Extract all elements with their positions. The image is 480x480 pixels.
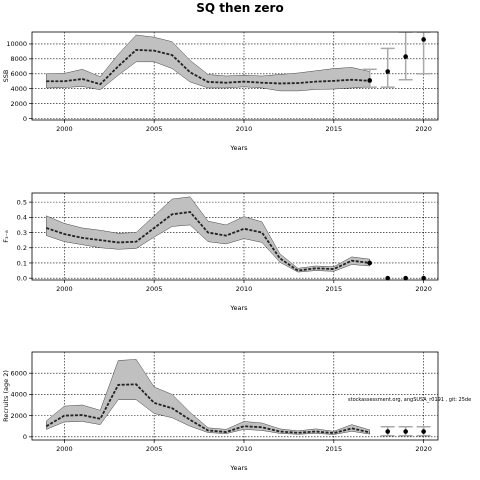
x-tick-label: 2000 <box>56 445 73 453</box>
axes-frame <box>31 351 439 441</box>
projection-point <box>421 37 426 42</box>
x-tick-label: 2020 <box>415 125 432 133</box>
y-tick-label: 10000 <box>6 40 27 48</box>
projection-point <box>385 275 390 281</box>
y-tick-label: 0.1 <box>17 259 27 267</box>
projection-point <box>403 429 408 434</box>
y-tick-label: 8000 <box>10 55 27 63</box>
x-tick-label: 2005 <box>146 285 163 293</box>
y-tick-label: 4000 <box>10 85 27 93</box>
y-tick-label: 0.0 <box>17 274 27 282</box>
source-annotation: stockassessment.org, angSUSA_r0191 , git… <box>348 397 471 403</box>
fishing-mortality-panel: 2000 2005 2010 2015 2020 0.0 0.1 0.2 0.3 0.4 0.5 Ye… <box>2 192 439 312</box>
projection-point <box>385 69 390 74</box>
x-tick-label: 2015 <box>326 125 343 133</box>
estimate-line <box>45 383 370 435</box>
x-tick-label: 2015 <box>326 285 343 293</box>
x-axis-label: Years <box>229 464 248 472</box>
y-tick-label: 2000 <box>10 412 27 420</box>
y-tick-label: 4000 <box>10 391 27 399</box>
estimate-line <box>46 211 370 272</box>
y-tick-label: 0.5 <box>17 198 27 206</box>
x-tick-label: 2020 <box>415 285 432 293</box>
projection-point <box>385 429 390 434</box>
y-tick-label: 6000 <box>10 370 27 378</box>
x-axis-label: Years <box>229 144 248 152</box>
y-axis-label: F₃₋₈ <box>2 230 10 243</box>
x-tick-label: 2010 <box>236 285 253 293</box>
x-tick-label: 2005 <box>146 125 163 133</box>
projection-point <box>403 54 408 59</box>
axes-frame <box>31 192 439 281</box>
y-tick-label: 6000 <box>10 70 27 78</box>
figure-title: SQ then zero <box>196 1 284 15</box>
projection-point <box>367 260 373 266</box>
y-axis-label: Recruits (age 2) <box>2 370 10 422</box>
axes-frame <box>31 31 439 121</box>
y-tick-label: 0 <box>23 115 27 123</box>
plot-area <box>46 32 431 92</box>
x-tick-label: 2000 <box>56 285 73 293</box>
y-tick-label: 2000 <box>10 100 27 108</box>
x-tick-label: 2005 <box>146 445 163 453</box>
ssb-panel: 2000 2005 2010 2015 2020 0 2000 4000 6000 8000 100… <box>2 31 439 152</box>
projection-point <box>403 275 408 281</box>
y-axis-label: SSB <box>2 70 10 83</box>
x-tick-label: 2010 <box>236 445 253 453</box>
y-tick-label: 0.4 <box>17 214 27 222</box>
estimate-line <box>46 48 370 86</box>
projection-point <box>421 275 426 281</box>
x-tick-label: 2020 <box>415 445 432 453</box>
recruits-panel: 2000 2005 2010 2015 2020 0 2000 4000 6000 Years Re… <box>2 351 471 472</box>
x-tick-label: 2010 <box>236 125 253 133</box>
y-tick-label: 0 <box>23 433 27 441</box>
projection-point <box>421 429 426 434</box>
x-axis-label: Years <box>229 304 248 312</box>
confidence-band <box>46 196 370 273</box>
x-tick-label: 2015 <box>326 445 343 453</box>
x-tick-label: 2000 <box>56 125 73 133</box>
y-tick-label: 0.3 <box>17 229 27 237</box>
plot-area <box>46 196 370 273</box>
projection-point <box>367 78 373 83</box>
confidence-band <box>46 359 370 435</box>
y-tick-label: 0.2 <box>17 244 27 252</box>
